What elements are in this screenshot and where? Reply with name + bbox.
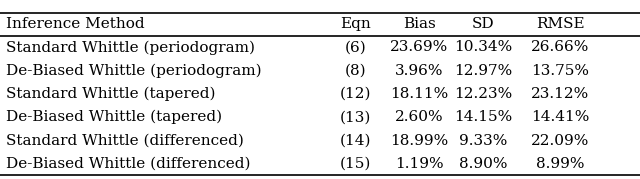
Text: 12.23%: 12.23% bbox=[454, 87, 513, 101]
Text: 8.99%: 8.99% bbox=[536, 157, 584, 171]
Text: 13.75%: 13.75% bbox=[531, 64, 589, 78]
Text: 14.41%: 14.41% bbox=[531, 110, 589, 124]
Text: (6): (6) bbox=[344, 40, 366, 54]
Text: 26.66%: 26.66% bbox=[531, 40, 589, 54]
Text: (15): (15) bbox=[339, 157, 371, 171]
Text: Standard Whittle (tapered): Standard Whittle (tapered) bbox=[6, 87, 216, 101]
Text: 18.11%: 18.11% bbox=[390, 87, 449, 101]
Text: Eqn: Eqn bbox=[340, 17, 371, 31]
Text: 18.99%: 18.99% bbox=[390, 134, 449, 147]
Text: Standard Whittle (periodogram): Standard Whittle (periodogram) bbox=[6, 40, 255, 55]
Text: De-Biased Whittle (tapered): De-Biased Whittle (tapered) bbox=[6, 110, 223, 124]
Text: 14.15%: 14.15% bbox=[454, 110, 513, 124]
Text: Bias: Bias bbox=[403, 17, 436, 31]
Text: 1.19%: 1.19% bbox=[395, 157, 444, 171]
Text: 8.90%: 8.90% bbox=[459, 157, 508, 171]
Text: De-Biased Whittle (periodogram): De-Biased Whittle (periodogram) bbox=[6, 64, 262, 78]
Text: 3.96%: 3.96% bbox=[395, 64, 444, 78]
Text: 23.12%: 23.12% bbox=[531, 87, 589, 101]
Text: (14): (14) bbox=[339, 134, 371, 147]
Text: 10.34%: 10.34% bbox=[454, 40, 513, 54]
Text: 23.69%: 23.69% bbox=[390, 40, 449, 54]
Text: (12): (12) bbox=[339, 87, 371, 101]
Text: De-Biased Whittle (differenced): De-Biased Whittle (differenced) bbox=[6, 157, 251, 171]
Text: SD: SD bbox=[472, 17, 495, 31]
Text: Standard Whittle (differenced): Standard Whittle (differenced) bbox=[6, 134, 244, 147]
Text: (13): (13) bbox=[339, 110, 371, 124]
Text: 2.60%: 2.60% bbox=[395, 110, 444, 124]
Text: 9.33%: 9.33% bbox=[459, 134, 508, 147]
Text: Inference Method: Inference Method bbox=[6, 17, 145, 31]
Text: 12.97%: 12.97% bbox=[454, 64, 513, 78]
Text: (8): (8) bbox=[344, 64, 366, 78]
Text: 22.09%: 22.09% bbox=[531, 134, 589, 147]
Text: RMSE: RMSE bbox=[536, 17, 584, 31]
